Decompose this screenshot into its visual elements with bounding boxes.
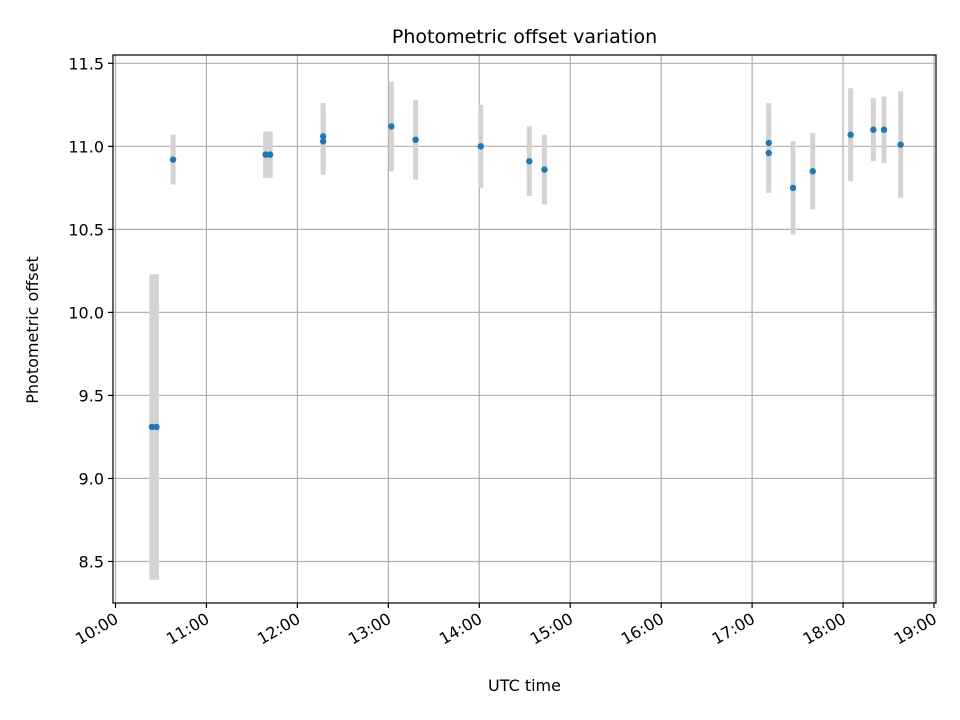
y-tick-label: 9.5 <box>79 386 104 405</box>
y-axis-ticks: 8.5 9.0 9.5 10.0 10.5 11.0 11.5 <box>68 54 113 571</box>
x-axis-ticks: 10:00 11:00 12:00 13:00 14:00 15:00 16:00 17:00… <box>72 603 940 649</box>
data-point <box>153 423 160 431</box>
x-tick-label: 14:00 <box>436 609 485 649</box>
x-tick-label: 10:00 <box>72 609 121 649</box>
x-tick-label: 16:00 <box>618 609 667 649</box>
data-point <box>388 123 395 130</box>
x-tick-label: 18:00 <box>800 609 849 649</box>
y-tick-label: 10.5 <box>68 220 104 239</box>
x-tick-label: 17:00 <box>709 609 758 649</box>
data-point <box>169 156 177 163</box>
x-tick-label: 12:00 <box>254 609 303 649</box>
y-tick-label: 11.0 <box>68 137 104 156</box>
data-point <box>765 149 772 157</box>
data-point <box>765 139 772 147</box>
data-point <box>412 136 419 143</box>
y-tick-label: 10.0 <box>68 303 104 322</box>
x-tick-label: 13:00 <box>345 609 394 649</box>
data-point <box>541 166 548 173</box>
x-tick-label: 19:00 <box>891 609 940 649</box>
x-axis-label: UTC time <box>488 676 561 695</box>
data-point <box>262 151 269 158</box>
data-point <box>148 423 156 431</box>
data-point <box>319 138 327 145</box>
plot-frame <box>112 54 937 604</box>
data-point <box>526 158 533 165</box>
data-point <box>847 131 854 138</box>
data-point <box>870 126 877 133</box>
y-tick-label: 11.5 <box>68 54 104 73</box>
x-tick-label: 15:00 <box>527 609 576 649</box>
data-point <box>789 184 797 192</box>
gridlines <box>113 55 936 603</box>
data-point <box>477 143 484 150</box>
y-tick-label: 8.5 <box>79 552 104 571</box>
data-point <box>897 141 904 148</box>
y-axis-label: Photometric offset <box>23 256 42 404</box>
data-point <box>319 133 327 140</box>
data-points <box>148 123 904 431</box>
y-tick-label: 9.0 <box>79 469 104 488</box>
data-point <box>266 151 274 158</box>
data-point <box>809 168 816 175</box>
x-tick-label: 11:00 <box>163 609 212 649</box>
data-point <box>880 126 888 133</box>
chart-title: Photometric offset variation <box>392 26 657 48</box>
